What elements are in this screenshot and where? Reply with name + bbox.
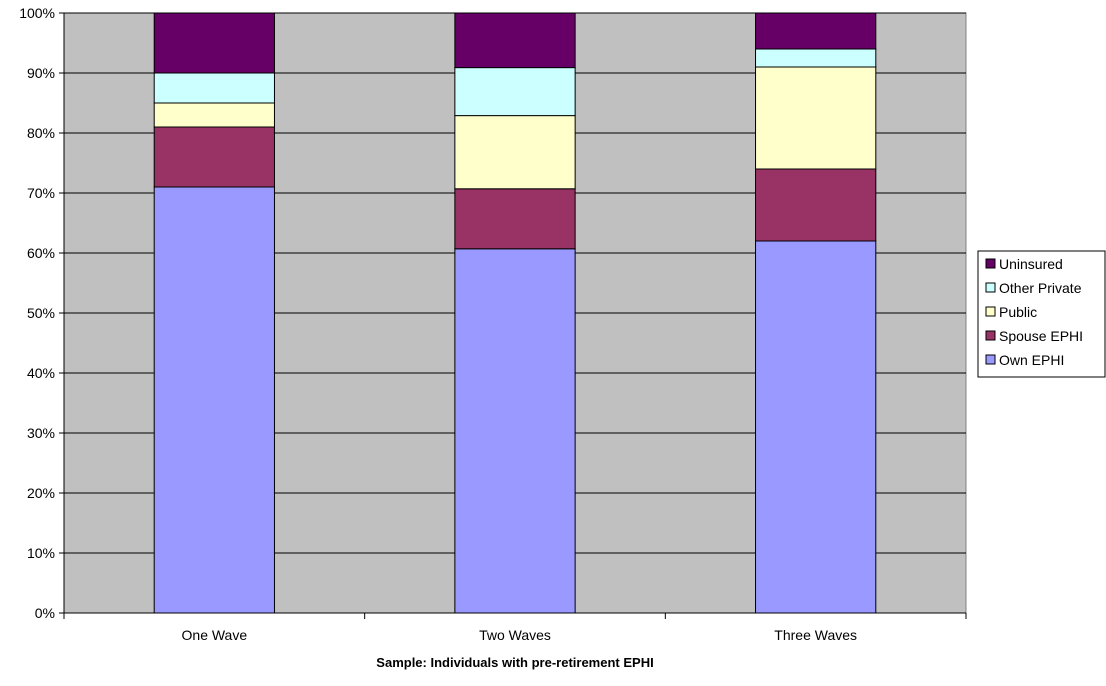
- bar-segment-own-ephi: [755, 240, 877, 614]
- legend-label-own-ephi: Own EPHI: [999, 352, 1064, 368]
- legend-swatch-public: [985, 306, 996, 317]
- legend-label-public: Public: [999, 304, 1037, 320]
- y-tick-label: 0%: [35, 605, 55, 621]
- category-label: One Wave: [182, 627, 248, 643]
- y-tick-label: 20%: [27, 485, 55, 501]
- bar-segment-uninsured: [454, 12, 576, 69]
- legend-label-other-private: Other Private: [999, 280, 1082, 296]
- category-label: Three Waves: [774, 627, 857, 643]
- legend-box: [977, 250, 1106, 378]
- y-tick-label: 70%: [27, 185, 55, 201]
- y-tick-label: 60%: [27, 245, 55, 261]
- y-tick-labels: 0% 10% 20% 30% 40% 50% 60% 70% 80% 90% 100%: [19, 5, 55, 621]
- y-tick-label: 30%: [27, 425, 55, 441]
- y-tick-label: 40%: [27, 365, 55, 381]
- bar-segment-other-private: [153, 72, 275, 104]
- axes: [59, 12, 967, 619]
- legend-swatch-spouse-ephi: [985, 330, 996, 341]
- legend: Uninsured Other Private Public Spouse EPHI O…: [977, 250, 1106, 378]
- x-axis-label: Sample: Individuals with pre-retirement …: [376, 655, 653, 670]
- bar-segment-own-ephi: [153, 186, 275, 614]
- bar-segment-other-private: [454, 67, 576, 117]
- legend-swatch-other-private: [985, 282, 996, 293]
- category-label: Two Waves: [479, 627, 551, 643]
- legend-label-uninsured: Uninsured: [999, 256, 1063, 272]
- bar-segment-public: [454, 115, 576, 190]
- legend-swatch-uninsured: [985, 258, 996, 269]
- bar-segment-other-private: [755, 48, 877, 68]
- category-labels: One Wave Two Waves Three Waves: [182, 627, 858, 643]
- y-tick-label: 90%: [27, 65, 55, 81]
- bar-segment-uninsured: [755, 12, 877, 50]
- legend-label-spouse-ephi: Spouse EPHI: [999, 328, 1083, 344]
- bar-segment-uninsured: [153, 12, 275, 74]
- y-tick-label: 10%: [27, 545, 55, 561]
- bar-segment-public: [755, 66, 877, 170]
- legend-swatch-own-ephi: [985, 354, 996, 365]
- y-tick-label: 100%: [19, 5, 55, 21]
- bars: [153, 12, 877, 614]
- y-tick-label: 50%: [27, 305, 55, 321]
- y-tick-label: 80%: [27, 125, 55, 141]
- bar-segment-spouse-ephi: [454, 188, 576, 250]
- bar-segment-public: [153, 102, 275, 128]
- bar-segment-spouse-ephi: [153, 126, 275, 188]
- bar-segment-spouse-ephi: [755, 168, 877, 242]
- bar-segment-own-ephi: [454, 248, 576, 614]
